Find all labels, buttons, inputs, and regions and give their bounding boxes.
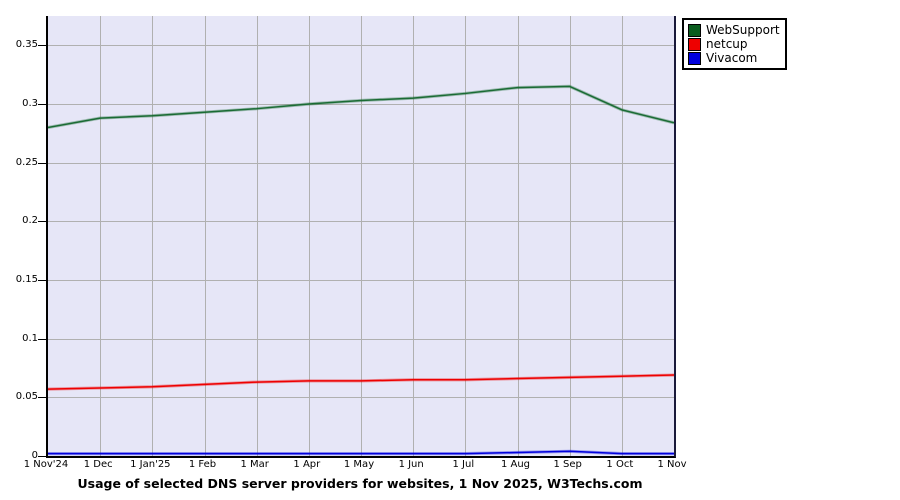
y-axis-tick-mark bbox=[38, 397, 46, 398]
gridline-vertical bbox=[152, 16, 153, 456]
x-axis-tick-label: 1 Oct bbox=[606, 459, 634, 470]
gridline-vertical bbox=[100, 16, 101, 456]
x-axis-tick-label: 1 Dec bbox=[83, 459, 113, 470]
y-axis-labels: 0 0.05 0.1 0.15 0.2 0.25 0.3 0.35 bbox=[0, 0, 38, 500]
y-axis-tick-label: 0 bbox=[31, 450, 38, 461]
gridline-vertical bbox=[622, 16, 623, 456]
gridline-vertical bbox=[465, 16, 466, 456]
x-axis-tick-label: 1 Sep bbox=[553, 459, 582, 470]
y-axis-tick-label: 0.1 bbox=[22, 332, 38, 344]
series-line-vivacom bbox=[48, 450, 674, 455]
x-axis-tick-label: 1 Nov'24 bbox=[23, 459, 69, 470]
series-line-websupport bbox=[48, 85, 674, 129]
x-axis-tick-label: 1 Apr bbox=[293, 459, 321, 470]
plot-inner bbox=[48, 16, 674, 456]
x-axis-tick-label: 1 Mar bbox=[240, 459, 269, 470]
gridline-vertical bbox=[309, 16, 310, 456]
x-axis-tick-label: 1 Jan'25 bbox=[130, 459, 171, 470]
legend-item-netcup[interactable]: netcup bbox=[688, 37, 780, 51]
x-axis-tick-label: 1 Aug bbox=[500, 459, 531, 470]
gridline-vertical bbox=[361, 16, 362, 456]
y-axis-tick-label: 0.25 bbox=[15, 156, 38, 168]
legend-item-websupport[interactable]: WebSupport bbox=[688, 23, 780, 37]
gridline-vertical bbox=[257, 16, 258, 456]
gridline-vertical bbox=[205, 16, 206, 456]
y-axis-tick-label: 0.35 bbox=[15, 39, 38, 51]
plot-area bbox=[46, 16, 676, 458]
y-axis-tick-label: 0.15 bbox=[15, 274, 38, 285]
series-line-glow-websupport bbox=[48, 84, 674, 130]
series-lines bbox=[48, 84, 674, 456]
x-axis-tick-label: 1 Feb bbox=[188, 459, 217, 470]
y-axis-tick-mark bbox=[38, 163, 46, 164]
y-axis-tick-mark bbox=[38, 280, 46, 281]
x-axis-tick-label: 1 May bbox=[343, 459, 375, 470]
gridline-vertical bbox=[518, 16, 519, 456]
y-axis-tick-label: 0.05 bbox=[15, 391, 38, 403]
y-axis-tick-mark bbox=[38, 221, 46, 222]
legend-label-vivacom: Vivacom bbox=[706, 51, 758, 65]
y-axis-tick-label: 0.3 bbox=[22, 98, 38, 109]
series-line-netcup bbox=[48, 374, 674, 390]
x-axis-tick-label: 1 Nov bbox=[657, 459, 687, 470]
legend-item-vivacom[interactable]: Vivacom bbox=[688, 51, 780, 65]
legend-swatch-vivacom bbox=[688, 51, 701, 65]
y-axis-tick-mark bbox=[38, 45, 46, 46]
gridline-vertical bbox=[570, 16, 571, 456]
gridline-vertical bbox=[413, 16, 414, 456]
y-axis-tick-mark bbox=[38, 104, 46, 105]
y-axis-tick-label: 0.2 bbox=[22, 215, 38, 227]
chart-legend: WebSupport netcup Vivacom bbox=[682, 18, 787, 70]
y-axis-tick-mark bbox=[38, 339, 46, 340]
legend-swatch-websupport bbox=[688, 23, 701, 37]
x-axis-tick-label: 1 Jun bbox=[398, 459, 424, 470]
x-axis-tick-label: 1 Jul bbox=[452, 459, 475, 470]
y-axis-tick-mark bbox=[38, 456, 46, 457]
legend-label-websupport: WebSupport bbox=[706, 23, 780, 37]
legend-label-netcup: netcup bbox=[706, 37, 748, 51]
legend-swatch-netcup bbox=[688, 37, 701, 51]
chart-title: Usage of selected DNS server providers f… bbox=[77, 476, 643, 491]
